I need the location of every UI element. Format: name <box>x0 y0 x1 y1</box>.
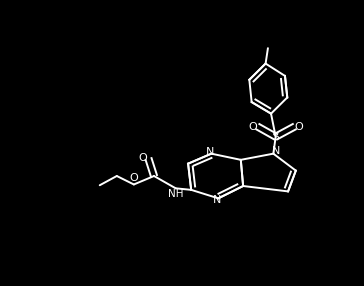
Text: N: N <box>272 146 280 156</box>
Text: S: S <box>272 132 279 142</box>
Text: N: N <box>213 195 221 205</box>
Text: O: O <box>249 122 258 132</box>
Text: NH: NH <box>168 190 183 199</box>
Text: O: O <box>139 152 147 162</box>
Text: N: N <box>206 147 214 157</box>
Text: O: O <box>294 122 303 132</box>
Text: O: O <box>130 173 138 183</box>
